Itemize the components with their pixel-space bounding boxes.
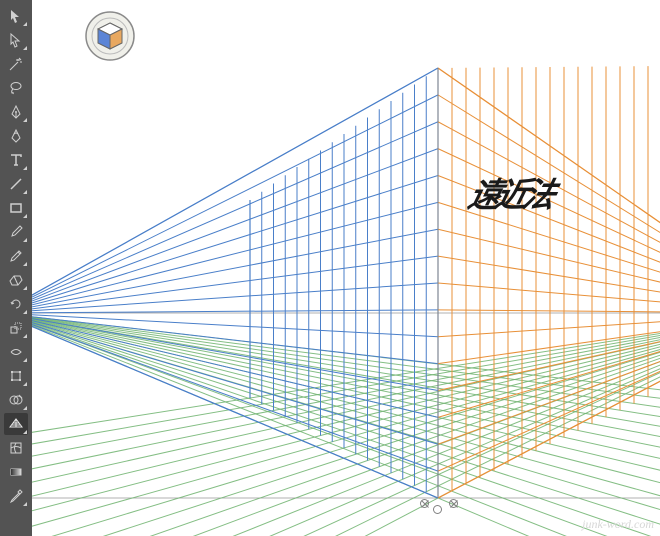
mesh-tool[interactable] (4, 437, 28, 459)
rotate-tool[interactable] (4, 293, 28, 315)
watermark-text: junk-word.com (582, 517, 654, 532)
free-transform-tool[interactable] (4, 365, 28, 387)
perspective-grid-tool[interactable] (4, 413, 28, 435)
magic-wand-tool[interactable] (4, 53, 28, 75)
gradient-tool[interactable] (4, 461, 28, 483)
scale-tool[interactable] (4, 317, 28, 339)
grid-handle-center[interactable] (433, 505, 442, 514)
eyedropper-tool[interactable] (4, 485, 28, 507)
perspective-label-text: 遠近法 (464, 169, 557, 217)
plane-switching-widget[interactable] (84, 10, 136, 62)
line-segment-tool[interactable] (4, 173, 28, 195)
selection-tool[interactable] (4, 5, 28, 27)
paintbrush-tool[interactable] (4, 221, 28, 243)
shape-builder-tool[interactable] (4, 389, 28, 411)
lasso-tool[interactable] (4, 77, 28, 99)
pencil-tool[interactable] (4, 245, 28, 267)
grid-handle-right[interactable] (449, 499, 458, 508)
eraser-tool[interactable] (4, 269, 28, 291)
width-tool[interactable] (4, 341, 28, 363)
type-tool[interactable] (4, 149, 28, 171)
perspective-grid (32, 0, 660, 536)
rectangle-tool[interactable] (4, 197, 28, 219)
pen-tool[interactable] (4, 101, 28, 123)
direct-selection-tool[interactable] (4, 29, 28, 51)
grid-handle-left[interactable] (420, 499, 429, 508)
tools-panel (0, 0, 32, 536)
document-canvas[interactable]: 遠近法 junk-word.com (32, 0, 660, 536)
curvature-tool[interactable] (4, 125, 28, 147)
